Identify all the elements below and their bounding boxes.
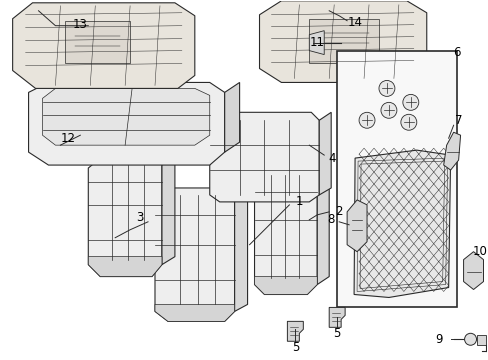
Circle shape [378,80,394,96]
Text: 5: 5 [333,327,340,340]
Polygon shape [287,321,303,341]
Text: 11: 11 [309,36,324,49]
Text: 14: 14 [347,16,362,29]
Polygon shape [317,175,328,284]
Bar [475,335,486,345]
Polygon shape [234,188,247,311]
Text: 8: 8 [327,213,334,226]
Polygon shape [259,1,426,82]
Polygon shape [254,168,317,294]
Text: 12: 12 [61,132,76,145]
Text: 4: 4 [328,152,335,165]
Polygon shape [88,257,162,276]
Polygon shape [463,252,483,289]
Circle shape [464,333,475,345]
Polygon shape [65,21,130,63]
Polygon shape [162,158,175,265]
Polygon shape [13,3,194,89]
Polygon shape [353,150,450,297]
Text: 5: 5 [291,341,299,354]
Polygon shape [155,188,234,321]
Text: 6: 6 [452,46,459,59]
Polygon shape [42,89,209,145]
Text: 10: 10 [472,245,487,258]
Circle shape [380,102,396,118]
Polygon shape [155,305,234,321]
Polygon shape [443,132,460,170]
Polygon shape [209,112,319,202]
Polygon shape [88,158,162,276]
Polygon shape [328,307,345,327]
Text: 9: 9 [434,333,442,346]
Text: 7: 7 [454,114,462,127]
Text: 1: 1 [295,195,303,208]
Text: 13: 13 [73,18,87,31]
Text: 2: 2 [335,205,342,219]
Polygon shape [346,200,366,252]
Circle shape [400,114,416,130]
Polygon shape [319,112,330,195]
Polygon shape [28,82,224,165]
Text: 3: 3 [136,211,143,224]
Polygon shape [254,276,317,294]
Bar [336,51,456,307]
Polygon shape [224,82,239,152]
Polygon shape [308,31,324,55]
Circle shape [358,112,374,128]
Circle shape [402,94,418,110]
Polygon shape [308,19,378,63]
